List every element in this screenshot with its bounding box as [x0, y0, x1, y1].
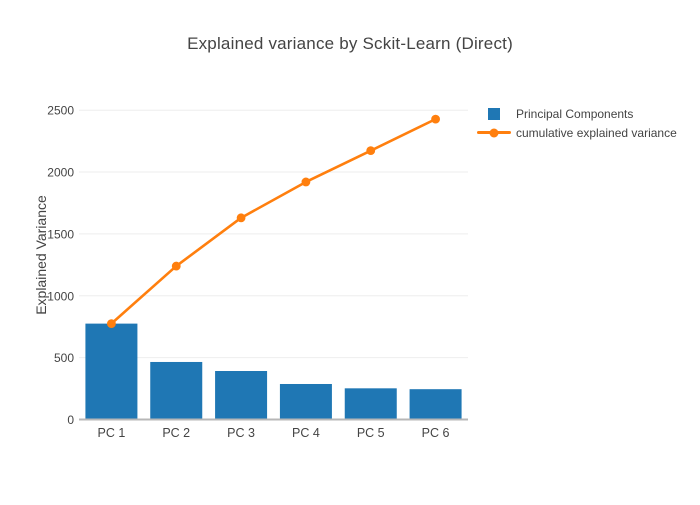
legend-label-principal-components: Principal Components: [516, 106, 634, 121]
y-tick-label-500: 500: [54, 351, 74, 365]
bar-swatch-icon: [488, 107, 500, 120]
line-marker-pc6[interactable]: [431, 114, 440, 124]
legend-item-cumulative-explained-variance[interactable]: cumulative explained variance: [477, 123, 677, 142]
x-tick-label-pc3: PC 3: [227, 426, 255, 440]
cumulative-line: [110, 117, 437, 325]
x-tick-label-pc6: PC 6: [422, 426, 450, 440]
bar-pc6[interactable]: [409, 389, 462, 420]
line-marker-pc4[interactable]: [301, 177, 311, 187]
line-marker-pc5[interactable]: [366, 146, 376, 156]
y-tick-label-2000: 2000: [47, 166, 74, 180]
line-swatch-icon: [477, 128, 511, 137]
y-tick-label-2500: 2500: [47, 104, 74, 118]
x-tick-label-pc5: PC 5: [357, 426, 385, 440]
legend-label-cumulative-explained-variance: cumulative explained variance: [516, 125, 677, 140]
y-tick-label-1000: 1000: [47, 289, 74, 303]
legend: Principal Components cumulative explaine…: [477, 104, 677, 142]
bar-pc4[interactable]: [279, 383, 332, 420]
line-marker-pc3[interactable]: [236, 213, 246, 223]
y-tick-label-1500: 1500: [47, 227, 74, 241]
bar-pc1[interactable]: [85, 323, 138, 420]
bar-series-symbol: [477, 104, 511, 123]
bar-pc2[interactable]: [150, 361, 203, 420]
legend-item-principal-components[interactable]: Principal Components: [477, 104, 677, 123]
x-tick-label-pc4: PC 4: [292, 426, 320, 440]
line-series-symbol: [477, 123, 511, 142]
chart-title: Explained variance by Sckit-Learn (Direc…: [187, 34, 513, 53]
y-axis-title: Explained Variance: [33, 195, 49, 315]
line-marker-pc2[interactable]: [171, 261, 181, 271]
x-tick-label-pc1: PC 1: [98, 426, 126, 440]
bar-pc3[interactable]: [215, 371, 268, 420]
x-tick-label-pc2: PC 2: [162, 426, 190, 440]
bar-pc5[interactable]: [344, 388, 397, 420]
y-tick-label-0: 0: [67, 413, 74, 427]
line-marker-dot-icon: [489, 128, 499, 137]
line-marker-pc1[interactable]: [107, 319, 116, 329]
